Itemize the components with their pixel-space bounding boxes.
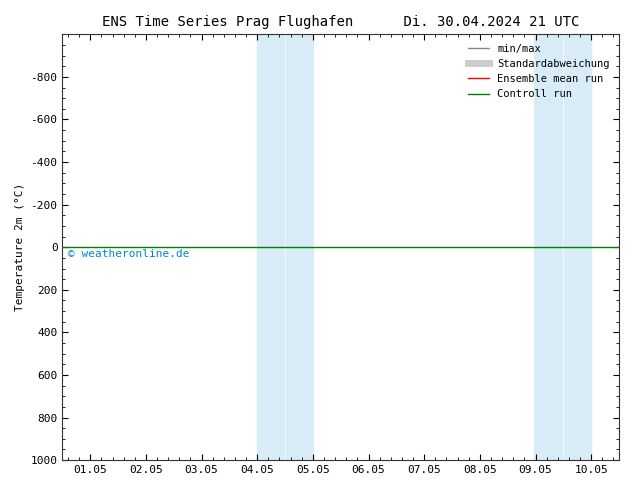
Text: © weatheronline.de: © weatheronline.de [68,248,190,259]
Bar [564,34,591,460]
Title: ENS Time Series Prag Flughafen      Di. 30.04.2024 21 UTC: ENS Time Series Prag Flughafen Di. 30.04… [102,15,579,29]
Legend: min/max, Standardabweichung, Ensemble mean run, Controll run: min/max, Standardabweichung, Ensemble me… [464,40,614,103]
Bar [257,34,284,460]
Y-axis label: Temperature 2m (°C): Temperature 2m (°C) [15,183,25,311]
Bar [286,34,313,460]
Bar [534,34,562,460]
